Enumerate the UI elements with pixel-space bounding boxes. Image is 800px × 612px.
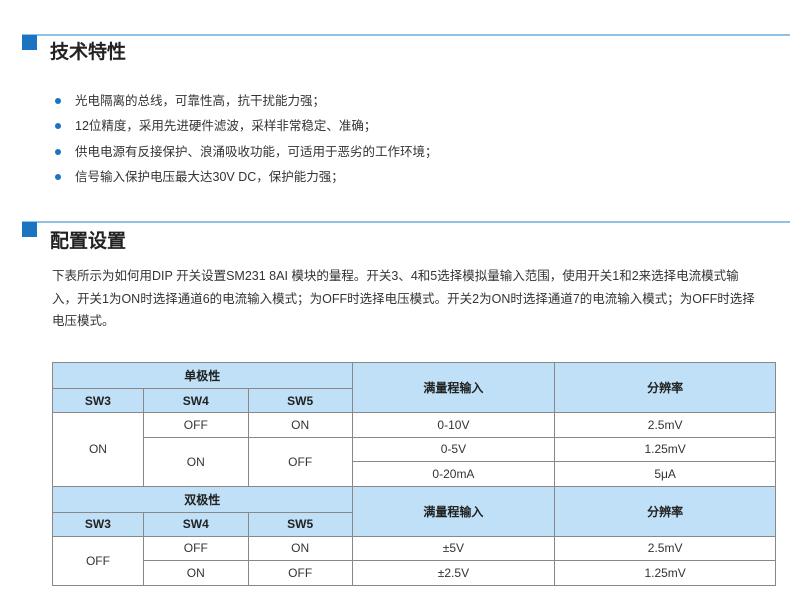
list-item: 信号输入保护电压最大达30V DC，保护能力强； [52,165,438,191]
sw4-cell: ON [142,560,249,586]
table-row: ON OFF ON 0-10V 2.5mV [52,412,776,487]
config-description: 下表所示为如何用DIP 开关设置SM231 8AI 模块的量程。开关3、4和5选… [52,269,755,328]
range-cell: 0-10V [351,412,556,438]
sw4-cell: OFF [142,412,249,438]
sw3-header: SW3 [52,388,144,413]
sw5-header: SW5 [247,388,353,413]
bullet-icon [55,174,61,181]
table-row: OFF OFF ON ±5V 2.5mV [52,535,776,586]
resolution-cell: 1.25mV [554,436,776,462]
sw5-cell: OFF [247,436,353,487]
section-marker [22,35,37,50]
bipolar-header: 双极性 [52,485,353,513]
section-title-features: 技术特性 [50,42,127,63]
section-marker [22,222,37,237]
range-header: 满量程输入 [351,485,556,537]
unipolar-header: 单极性 [52,362,353,389]
range-cell: ±5V [351,535,556,561]
sw3-cell: OFF [52,535,144,586]
list-item: 供电电源有反接保护、浪涌吸收功能，可适用于恶劣的工作环境； [52,139,438,165]
feature-list: 光电隔离的总线，可靠性高，抗干扰能力强； 12位精度，采用先进硬件滤波，采样非常… [52,88,438,190]
resolution-cell: 2.5mV [554,412,776,438]
range-cell: 0-20mA [351,461,556,487]
range-header: 满量程输入 [351,362,556,413]
sw5-cell: ON [247,412,353,438]
table-row: ON OFF ±2.5V 1.25mV [53,560,776,586]
sw3-header: SW3 [52,511,144,537]
sw4-header: SW4 [142,388,249,413]
list-item-text: 信号输入保护电压最大达30V DC，保护能力强； [75,170,344,185]
resolution-cell: 1.25mV [554,560,776,586]
table-row: 0-20mA 5μA [53,461,776,487]
bullet-icon [55,148,61,155]
sw3-cell: ON [52,412,144,487]
list-item-text: 12位精度，采用先进硬件滤波，采样非常稳定、准确； [75,119,377,134]
section-title-config: 配置设置 [50,231,127,252]
list-item: 光电隔离的总线，可靠性高，抗干扰能力强； [52,88,438,114]
sw5-cell: ON [247,535,353,561]
list-item-text: 光电隔离的总线，可靠性高，抗干扰能力强； [75,93,326,108]
list-item: 12位精度，采用先进硬件滤波，采样非常稳定、准确； [52,114,438,140]
sw5-cell: OFF [247,560,353,586]
table-row: ON OFF 0-5V 1.25mV [53,436,776,487]
resolution-cell: 5μA [554,461,776,487]
sw4-cell: OFF [142,535,249,561]
resolution-header: 分辨率 [554,485,776,537]
sw4-header: SW4 [142,511,249,537]
list-item-text: 供电电源有反接保护、浪涌吸收功能，可适用于恶劣的工作环境； [75,144,438,159]
range-cell: 0-5V [351,436,556,462]
bullet-icon [55,123,61,130]
sw4-cell: ON [142,436,249,487]
resolution-cell: 2.5mV [554,535,776,561]
sw5-header: SW5 [247,511,353,537]
section-divider [22,34,790,36]
dip-switch-table: 单极性 满量程输入 分辨率 SW3 SW4 SW5 ON OFF ON 0-10V 2.5mV … [52,362,776,586]
resolution-header: 分辨率 [554,362,776,413]
section-divider [22,221,790,223]
bullet-icon [55,97,61,104]
range-cell: ±2.5V [351,560,556,586]
